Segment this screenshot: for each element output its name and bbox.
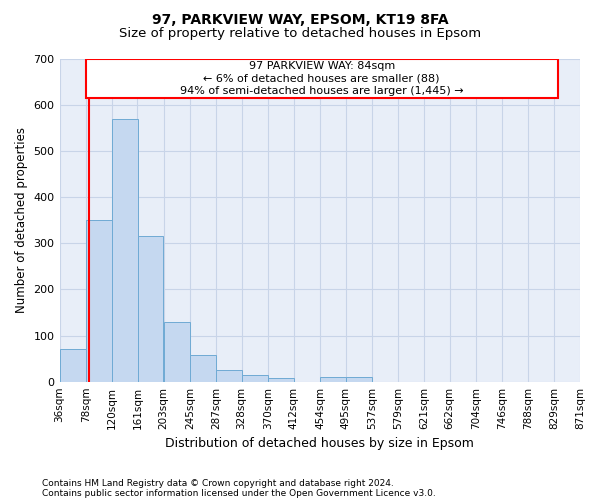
Text: Contains HM Land Registry data © Crown copyright and database right 2024.: Contains HM Land Registry data © Crown c… <box>42 478 394 488</box>
Bar <box>216 370 242 382</box>
Text: 97 PARKVIEW WAY: 84sqm: 97 PARKVIEW WAY: 84sqm <box>248 61 395 71</box>
Bar <box>320 377 346 382</box>
Text: 94% of semi-detached houses are larger (1,445) →: 94% of semi-detached houses are larger (… <box>180 86 463 96</box>
Bar <box>164 322 190 382</box>
Text: Contains public sector information licensed under the Open Government Licence v3: Contains public sector information licen… <box>42 488 436 498</box>
Bar <box>268 378 294 382</box>
Text: ← 6% of detached houses are smaller (88): ← 6% of detached houses are smaller (88) <box>203 74 440 84</box>
X-axis label: Distribution of detached houses by size in Epsom: Distribution of detached houses by size … <box>166 437 474 450</box>
Text: 97, PARKVIEW WAY, EPSOM, KT19 8FA: 97, PARKVIEW WAY, EPSOM, KT19 8FA <box>152 12 448 26</box>
Bar <box>137 236 163 382</box>
Bar <box>346 377 371 382</box>
Bar <box>86 220 112 382</box>
Bar <box>190 356 216 382</box>
Text: Size of property relative to detached houses in Epsom: Size of property relative to detached ho… <box>119 28 481 40</box>
Bar <box>112 119 138 382</box>
Bar <box>86 59 557 98</box>
Y-axis label: Number of detached properties: Number of detached properties <box>15 128 28 314</box>
Bar <box>59 350 86 382</box>
Bar <box>242 375 268 382</box>
